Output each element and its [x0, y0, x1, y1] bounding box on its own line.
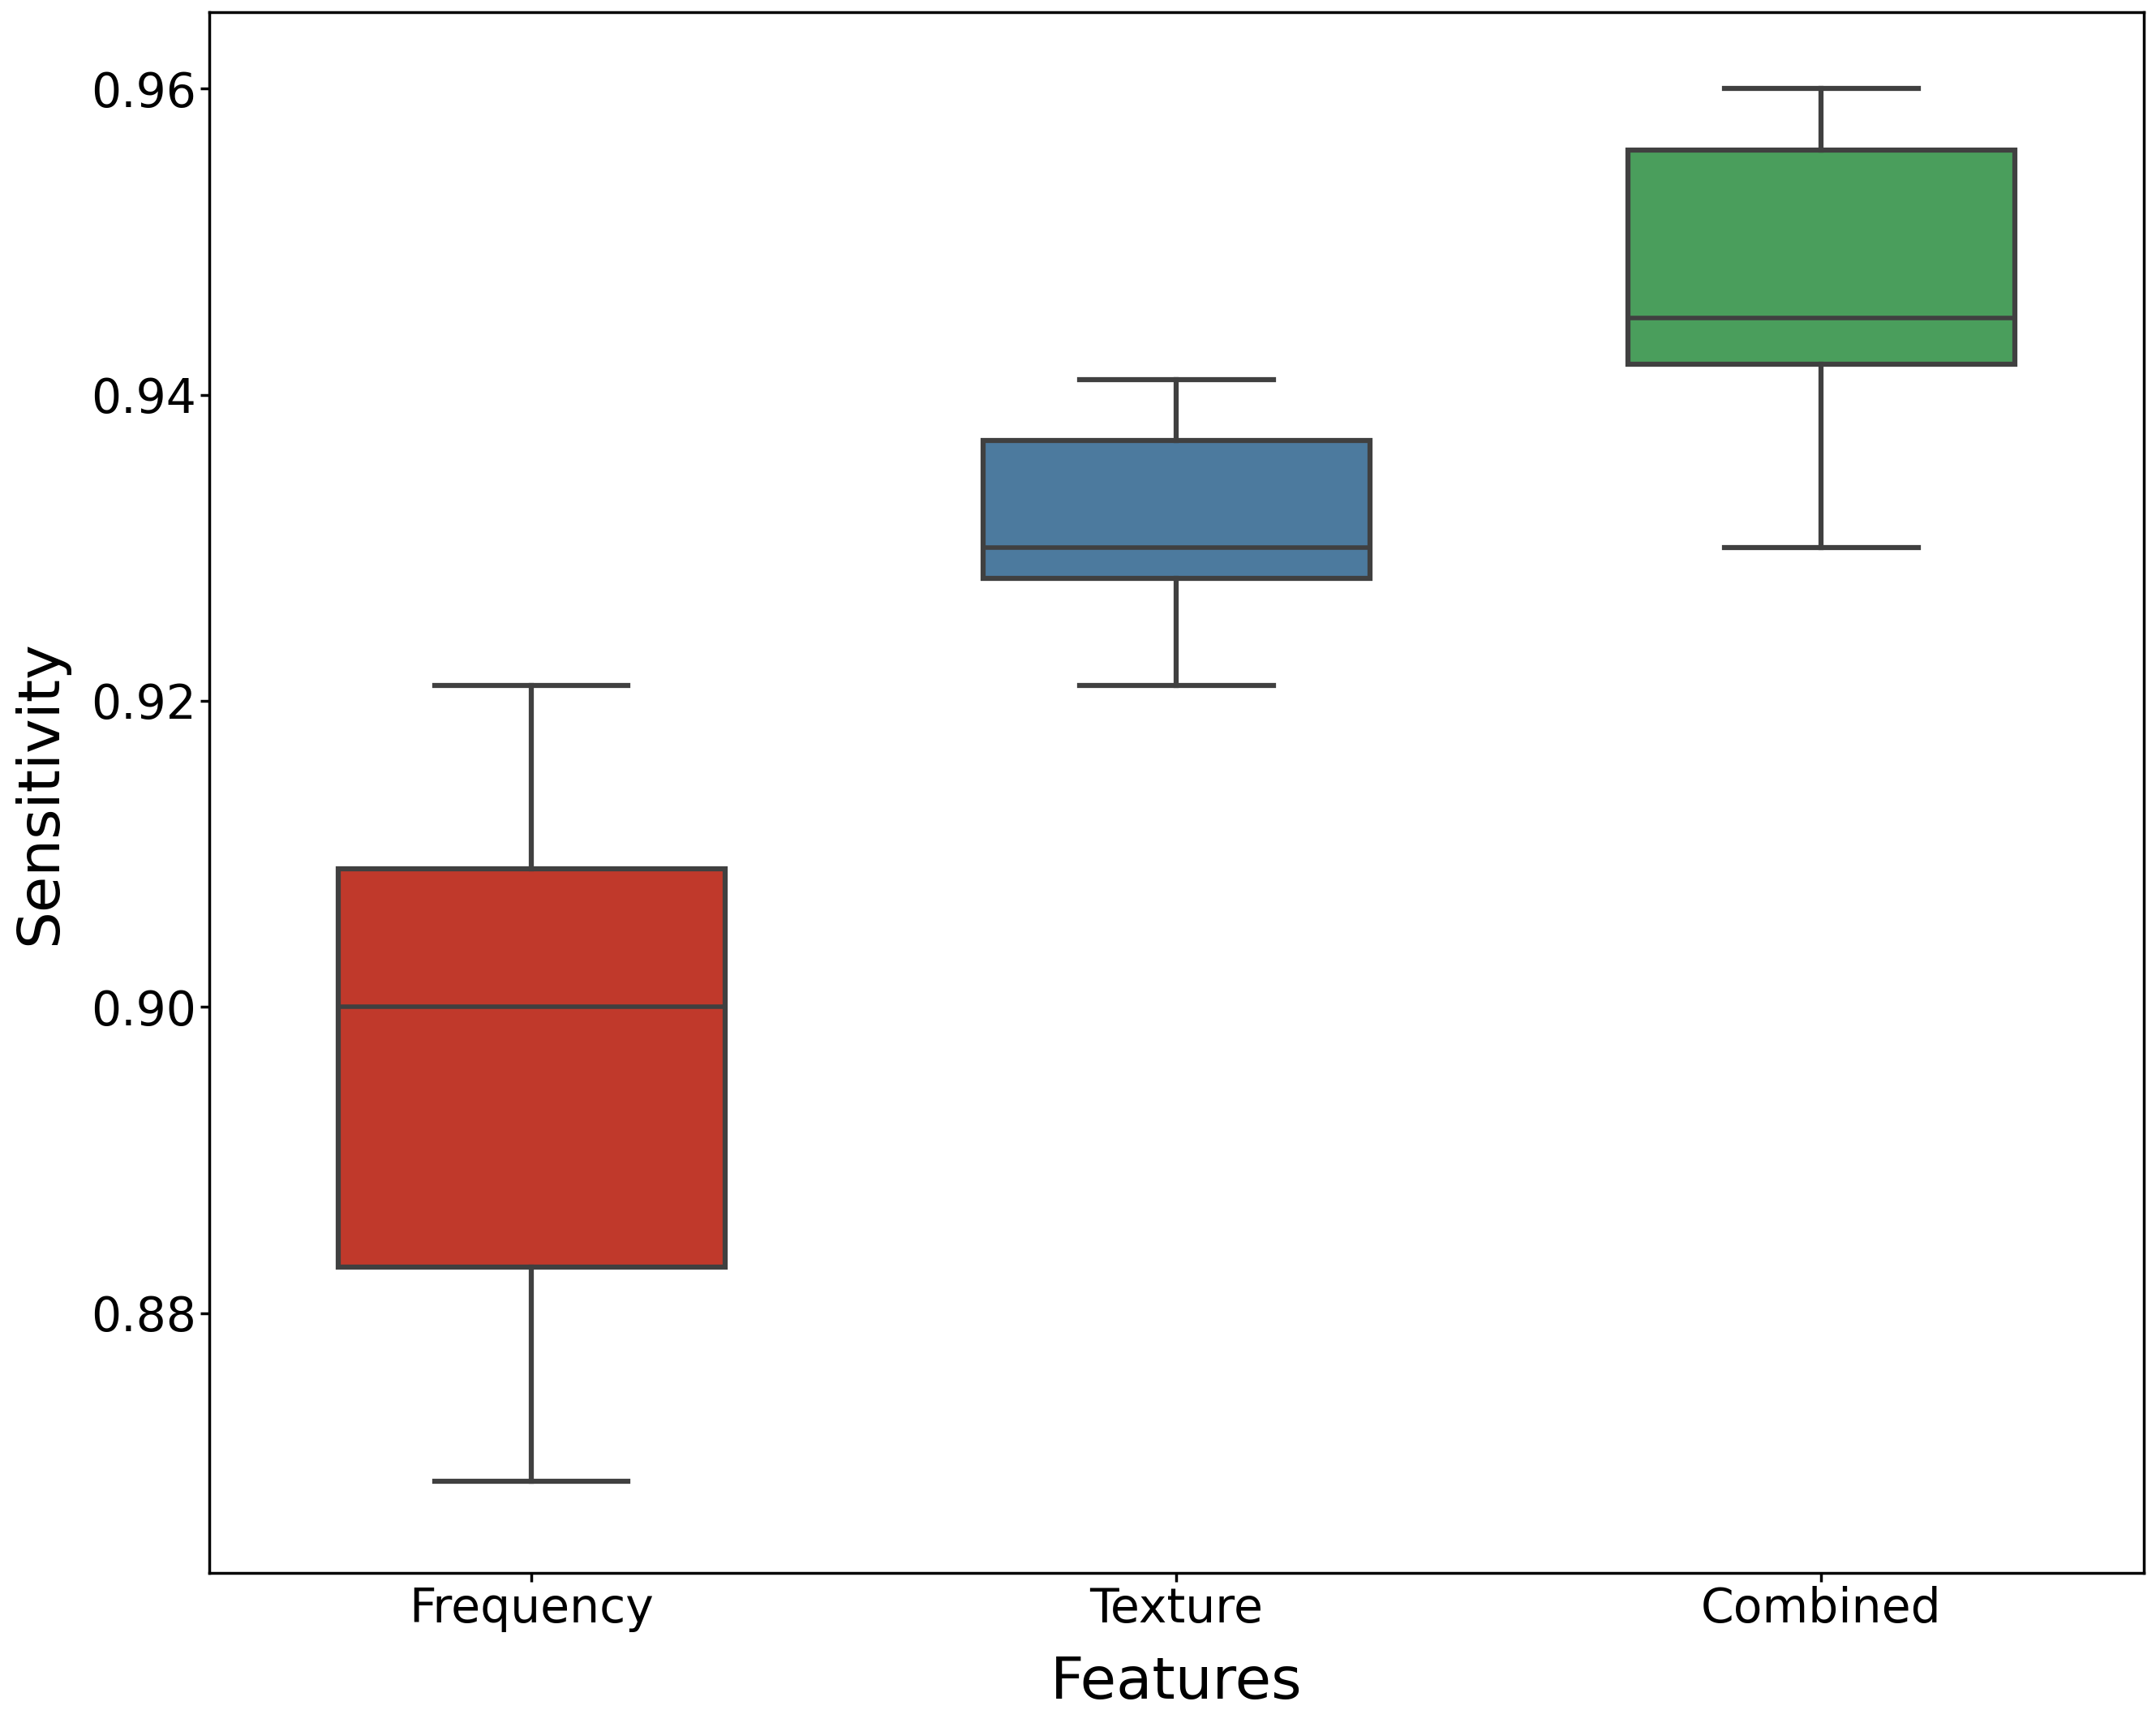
PathPatch shape [1628, 150, 2016, 364]
Y-axis label: Sensitivity: Sensitivity [13, 641, 69, 946]
X-axis label: Features: Features [1050, 1654, 1302, 1711]
PathPatch shape [983, 441, 1369, 579]
PathPatch shape [338, 868, 724, 1266]
